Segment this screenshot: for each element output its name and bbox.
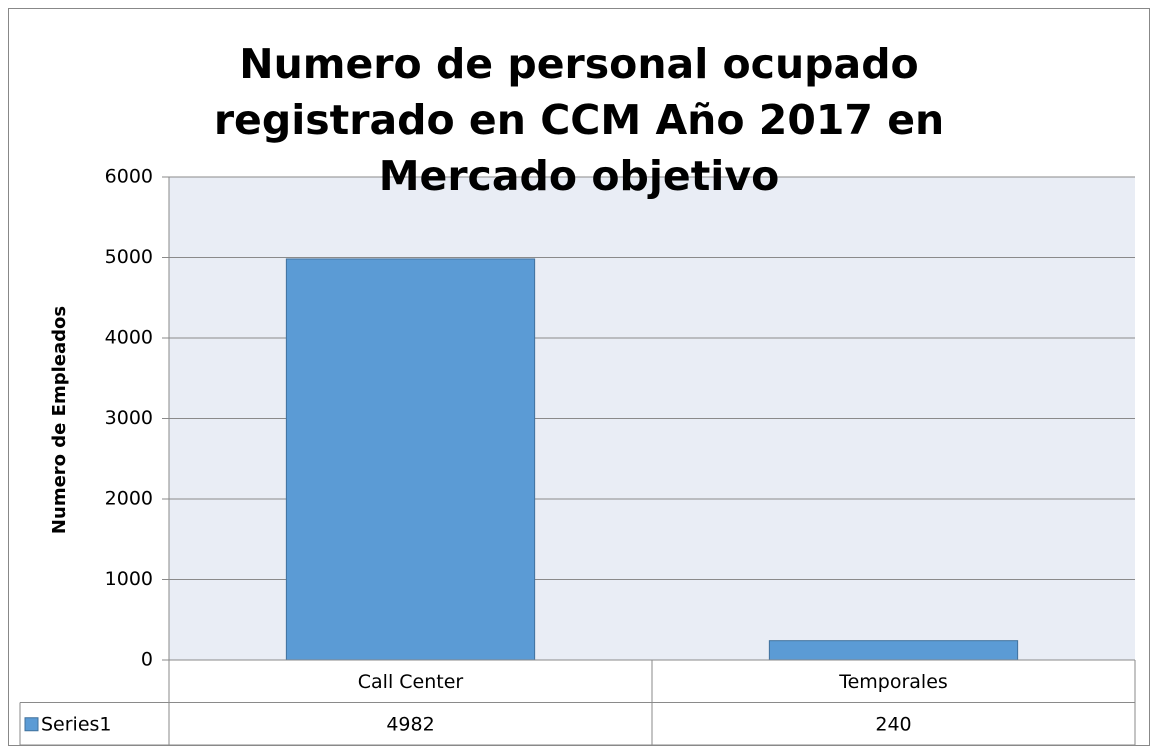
- data-table-value: 4982: [386, 713, 434, 735]
- data-table-value: 240: [875, 713, 911, 735]
- y-tick-label: 5000: [105, 246, 153, 268]
- x-tick-label: Call Center: [358, 671, 464, 693]
- y-tick-label: 4000: [105, 327, 153, 349]
- y-tick-label: 0: [141, 649, 153, 671]
- bar: [285, 258, 536, 661]
- y-tick-label: 3000: [105, 407, 153, 429]
- y-tick-label: 6000: [105, 166, 153, 188]
- y-tick-label: 2000: [105, 488, 153, 510]
- x-tick-label: Temporales: [838, 671, 948, 693]
- legend-swatch: [24, 717, 39, 732]
- chart-title: Numero de personal ocupado registrado en…: [213, 40, 945, 200]
- y-tick-label: 1000: [105, 568, 153, 590]
- legend-label: Series1: [41, 713, 112, 735]
- bar: [768, 640, 1019, 661]
- y-axis-label: Numero de Empleados: [49, 306, 70, 534]
